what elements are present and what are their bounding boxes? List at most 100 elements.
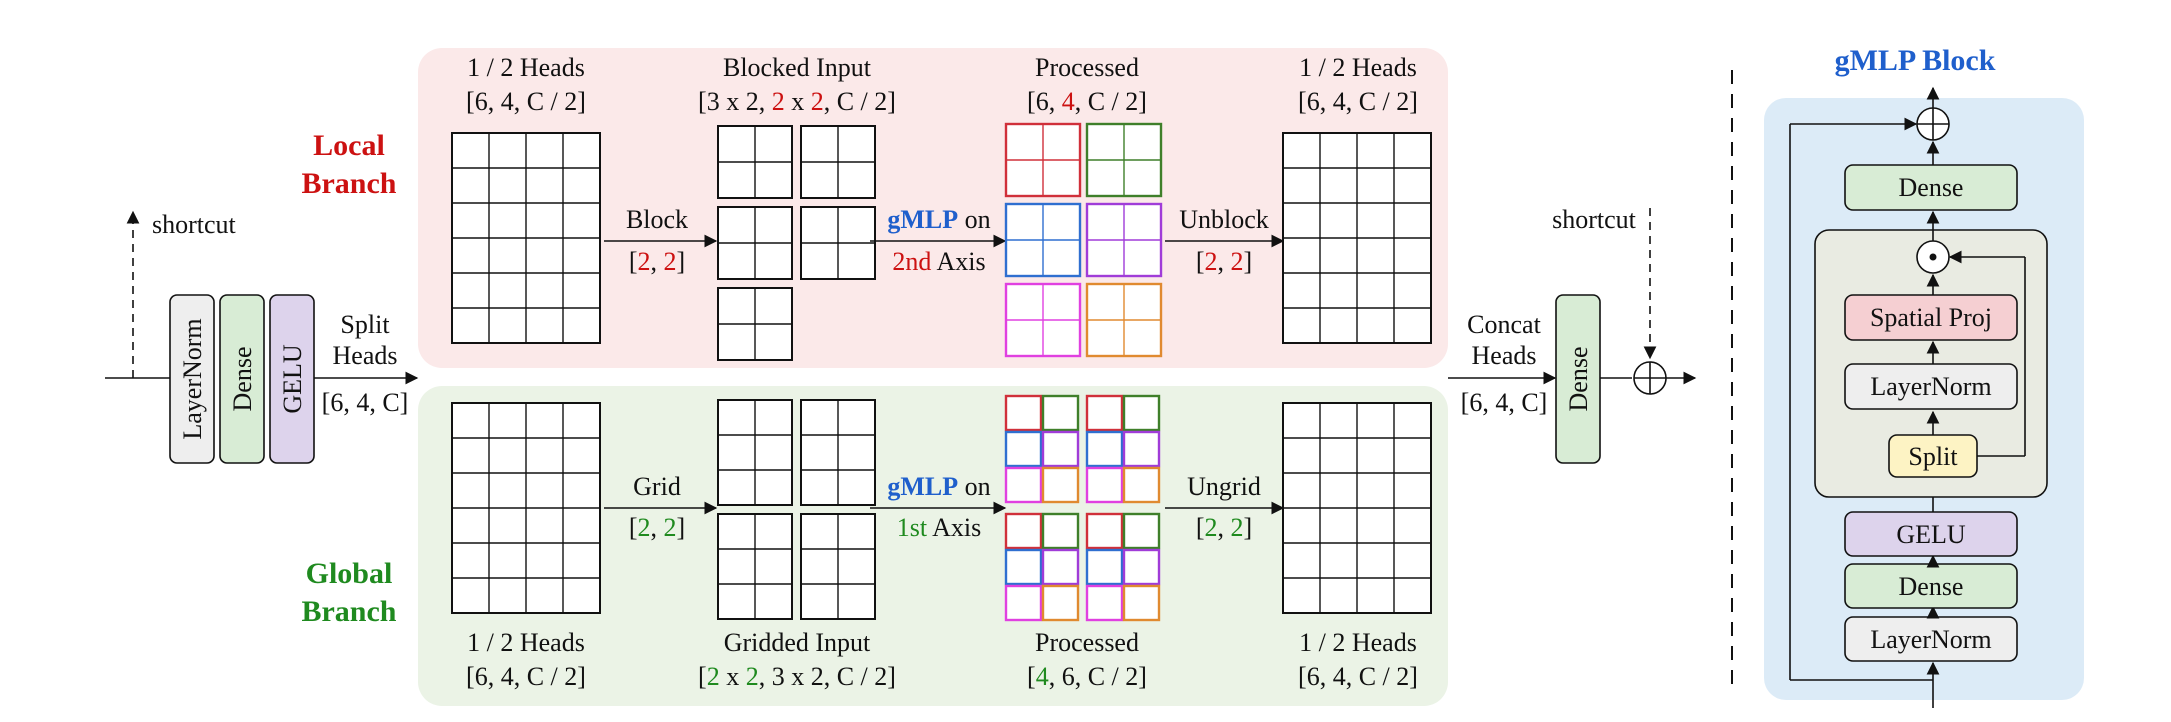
blocked-input-grids xyxy=(717,125,876,361)
gmlp-layernorm-bottom-label: LayerNorm xyxy=(1870,625,1991,654)
processed-cell xyxy=(1004,584,1043,622)
processed-cell xyxy=(1004,548,1043,586)
grid-op-label: Grid xyxy=(633,472,681,501)
global-gmlp-label: gMLP on xyxy=(887,472,990,501)
global-output-grid xyxy=(1282,402,1432,614)
processed-cell xyxy=(1041,394,1080,432)
processed-cell xyxy=(1085,512,1124,550)
gmlp-block-title: gMLP Block xyxy=(1835,44,1996,77)
processed-cell xyxy=(1122,466,1161,504)
processed-cell xyxy=(1004,466,1043,504)
global-heads-label: 1 / 2 Heads xyxy=(467,628,585,657)
gmlp-spatial-proj-label: Spatial Proj xyxy=(1870,303,1992,332)
processed-cell xyxy=(1122,394,1161,432)
concat-dims: [6, 4, C] xyxy=(1461,388,1548,417)
concat-label-line2: Heads xyxy=(1472,341,1537,370)
left-shortcut-label: shortcut xyxy=(152,210,237,239)
gridded-input-label: Gridded Input xyxy=(724,628,871,657)
left-gelu-label: GELU xyxy=(278,344,307,414)
ungrid-op-args: [2, 2] xyxy=(1196,513,1252,542)
split-dims: [6, 4, C] xyxy=(322,388,409,417)
global-out-heads-label: 1 / 2 Heads xyxy=(1299,628,1417,657)
gmlp-dense-top xyxy=(1844,164,2018,211)
grid-group xyxy=(800,513,876,620)
global-heads-dims: [6, 4, C / 2] xyxy=(466,662,586,691)
gmlp-dense-bottom-label: Dense xyxy=(1899,572,1964,601)
processed-cell xyxy=(1085,430,1124,468)
right-shortcut-label: shortcut xyxy=(1552,205,1637,234)
processed-block xyxy=(1085,122,1163,198)
processed-cell xyxy=(1004,430,1043,468)
ungrid-op-label: Ungrid xyxy=(1187,472,1261,501)
local-branch-panel xyxy=(418,48,1448,368)
left-layernorm-box xyxy=(169,294,215,464)
gmlp-dense-top-label: Dense xyxy=(1899,173,1964,202)
split-label-line2: Heads xyxy=(333,341,398,370)
processed-cell xyxy=(1004,394,1043,432)
unblock-op-args: [2, 2] xyxy=(1196,247,1252,276)
gmlp-spatial-proj xyxy=(1844,294,2018,341)
right-dense-box xyxy=(1555,294,1601,464)
processed-cell xyxy=(1041,430,1080,468)
grid-group xyxy=(800,399,876,506)
processed-cell xyxy=(1122,548,1161,586)
gridded-input-grids xyxy=(717,399,876,620)
gmlp-layernorm-inner-label: LayerNorm xyxy=(1870,372,1991,401)
processed-cell xyxy=(1041,466,1080,504)
global-branch-title-1: Global xyxy=(306,557,393,590)
local-processed-dims: [6, 4, C / 2] xyxy=(1027,87,1147,116)
processed-cell xyxy=(1041,584,1080,622)
block-op-args: [2, 2] xyxy=(629,247,685,276)
blocked-input-dims: [3 x 2, 2 x 2, C / 2] xyxy=(698,87,896,116)
processed-cell xyxy=(1122,512,1161,550)
local-branch-title-1: Local xyxy=(313,129,385,162)
block-grid xyxy=(717,125,793,199)
gmlp-split-label: Split xyxy=(1908,442,1958,471)
processed-block xyxy=(1004,202,1082,278)
gridded-input-dims: [2 x 2, 3 x 2, C / 2] xyxy=(698,662,896,691)
processed-cell xyxy=(1085,466,1124,504)
left-dense-box xyxy=(219,294,265,464)
right-dense-label: Dense xyxy=(1564,347,1593,412)
local-input-grid xyxy=(451,132,601,344)
processed-cell xyxy=(1041,512,1080,550)
grid-group xyxy=(717,399,793,506)
grid-group xyxy=(717,513,793,620)
concat-label-line1: Concat xyxy=(1467,310,1541,339)
global-input-grid xyxy=(451,402,601,614)
processed-block xyxy=(1004,122,1082,198)
block-grid xyxy=(800,206,876,280)
left-dense-label: Dense xyxy=(228,347,257,412)
tensor-grid xyxy=(451,132,601,344)
local-heads-dims: [6, 4, C / 2] xyxy=(466,87,586,116)
global-gmlp-axis: 1st Axis xyxy=(897,513,982,542)
gmlp-layernorm-inner xyxy=(1844,363,2018,410)
gmlp-add-icon xyxy=(1916,107,1950,141)
gmlp-gelu xyxy=(1844,511,2018,557)
global-processed-dims: [4, 6, C / 2] xyxy=(1027,662,1147,691)
local-branch-title-2: Branch xyxy=(301,167,396,200)
tensor-grid xyxy=(1282,132,1432,344)
processed-cell xyxy=(1085,584,1124,622)
split-label-line1: Split xyxy=(340,310,390,339)
local-output-grid xyxy=(1282,132,1432,344)
multiply-icon xyxy=(1916,240,1950,274)
global-processed-label: Processed xyxy=(1035,628,1139,657)
local-processed-grids xyxy=(1004,122,1163,358)
gmlp-gelu-label: GELU xyxy=(1896,520,1966,549)
processed-cell xyxy=(1122,584,1161,622)
local-out-heads-label: 1 / 2 Heads xyxy=(1299,53,1417,82)
block-op-label: Block xyxy=(626,205,688,234)
processed-cell xyxy=(1004,512,1043,550)
global-branch-title-2: Branch xyxy=(301,595,396,628)
add-icon xyxy=(1633,361,1667,395)
global-branch-panel xyxy=(418,386,1448,706)
global-out-heads-dims: [6, 4, C / 2] xyxy=(1298,662,1418,691)
processed-cell xyxy=(1085,394,1124,432)
global-processed-grids xyxy=(1004,394,1161,622)
processed-cell xyxy=(1122,430,1161,468)
tensor-grid xyxy=(1282,402,1432,614)
processed-block xyxy=(1085,202,1163,278)
